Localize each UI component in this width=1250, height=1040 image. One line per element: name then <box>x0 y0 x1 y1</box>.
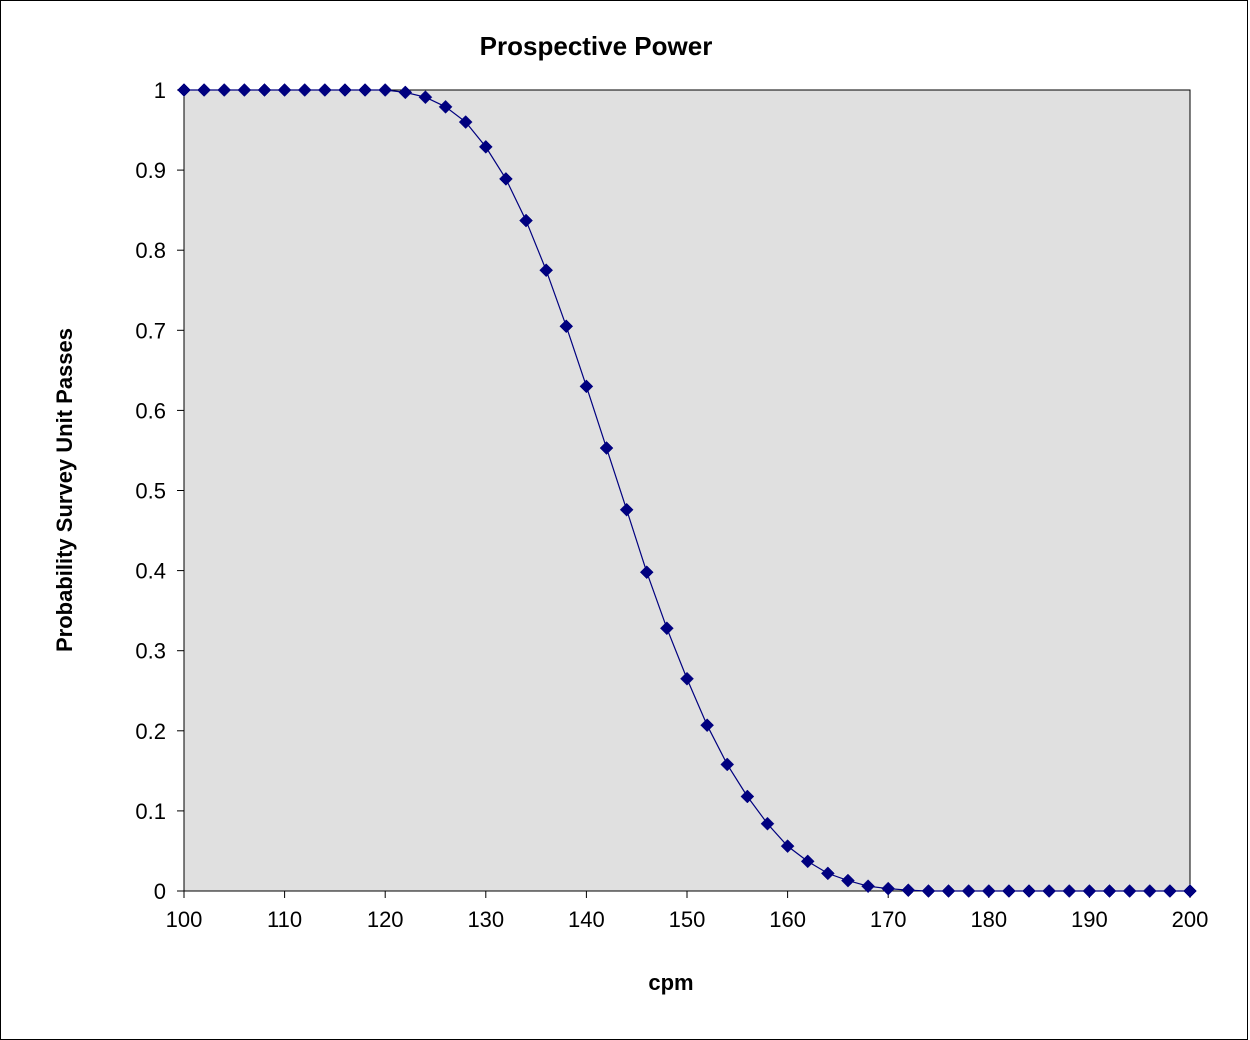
plot-area <box>183 89 1191 892</box>
data-point-marker <box>217 83 232 97</box>
data-point-marker <box>941 884 956 898</box>
data-point-marker <box>418 90 433 105</box>
x-axis-title: cpm <box>648 970 693 995</box>
data-point-marker <box>438 99 453 114</box>
x-tick-label: 160 <box>769 907 806 932</box>
y-tick-label: 0.1 <box>135 799 166 824</box>
data-point-marker <box>458 115 473 129</box>
y-axis-title: Probability Survey Unit Passes <box>52 328 77 652</box>
x-tick-label: 120 <box>367 907 404 932</box>
data-point-marker <box>539 263 554 278</box>
data-point-marker <box>800 854 815 869</box>
data-point-marker <box>660 621 674 636</box>
chart-title: Prospective Power <box>480 31 713 61</box>
data-point-marker <box>579 379 594 394</box>
data-point-marker <box>921 884 936 898</box>
data-point-marker <box>780 839 795 853</box>
data-point-marker <box>1002 884 1016 898</box>
x-tick-label: 110 <box>267 907 302 932</box>
data-point-marker <box>760 816 775 831</box>
data-point-marker <box>1042 884 1057 898</box>
x-tick-label: 140 <box>568 907 605 932</box>
data-point-marker <box>740 789 755 804</box>
data-point-marker <box>499 172 513 186</box>
data-point-marker <box>1163 884 1177 898</box>
data-point-marker <box>901 883 916 898</box>
y-tick-label: 0.2 <box>135 719 166 744</box>
data-point-marker <box>519 213 533 228</box>
y-tick-label: 0.4 <box>135 559 166 584</box>
data-point-marker <box>680 671 694 686</box>
data-point-marker <box>197 83 211 97</box>
data-point-marker <box>961 884 976 898</box>
x-tick-label: 170 <box>870 907 907 932</box>
data-point-marker <box>1122 884 1137 898</box>
y-axis-ticks: 0 0.1 0.2 0.3 0.4 0.5 0.6 0.7 0.8 0.9 1 <box>135 78 184 904</box>
x-tick-label: 190 <box>1071 907 1108 932</box>
data-point-marker <box>1142 884 1157 898</box>
y-tick-label: 0.8 <box>135 238 166 263</box>
y-tick-label: 0.9 <box>135 158 166 183</box>
data-point-marker <box>358 83 372 97</box>
data-point-marker <box>619 502 634 517</box>
data-point-marker <box>841 873 855 888</box>
data-point-marker <box>559 319 574 334</box>
data-point-marker <box>981 884 996 898</box>
y-tick-label: 1 <box>154 78 166 103</box>
y-tick-label: 0.6 <box>135 398 166 423</box>
data-point-marker <box>338 83 352 97</box>
x-tick-label: 150 <box>669 907 706 932</box>
data-point-marker <box>1022 884 1036 898</box>
data-point-marker <box>1102 884 1117 898</box>
data-point-marker <box>478 140 493 154</box>
series-markers <box>177 83 1197 898</box>
data-point-marker <box>639 565 654 580</box>
data-point-marker <box>297 83 312 97</box>
data-point-marker <box>700 718 714 733</box>
data-point-marker <box>1183 884 1197 898</box>
data-point-marker <box>720 757 735 772</box>
y-tick-label: 0 <box>154 879 166 904</box>
x-tick-label: 130 <box>467 907 504 932</box>
chart-svg: Prospective Power 100 110 120 130 140 150 160 1… <box>52 31 1209 995</box>
data-point-marker <box>861 879 875 894</box>
x-tick-label: 200 <box>1172 907 1209 932</box>
data-point-marker <box>378 83 393 97</box>
y-tick-label: 0.5 <box>135 479 166 504</box>
x-tick-label: 180 <box>970 907 1007 932</box>
data-point-marker <box>820 866 835 881</box>
data-point-marker <box>1082 884 1097 898</box>
data-point-marker <box>277 83 292 97</box>
data-point-marker <box>317 83 332 97</box>
x-tick-label: 100 <box>166 907 203 932</box>
data-point-marker <box>257 83 272 97</box>
data-point-marker <box>177 83 191 97</box>
y-tick-label: 0.3 <box>135 639 166 664</box>
data-point-marker <box>1062 884 1077 898</box>
y-tick-label: 0.7 <box>135 318 166 343</box>
data-point-marker <box>881 881 896 896</box>
data-point-marker <box>237 83 252 97</box>
data-point-marker <box>398 85 413 100</box>
x-axis-ticks: 100 110 120 130 140 150 160 170 180 190 200 <box>166 891 1209 932</box>
data-point-marker <box>599 441 614 455</box>
